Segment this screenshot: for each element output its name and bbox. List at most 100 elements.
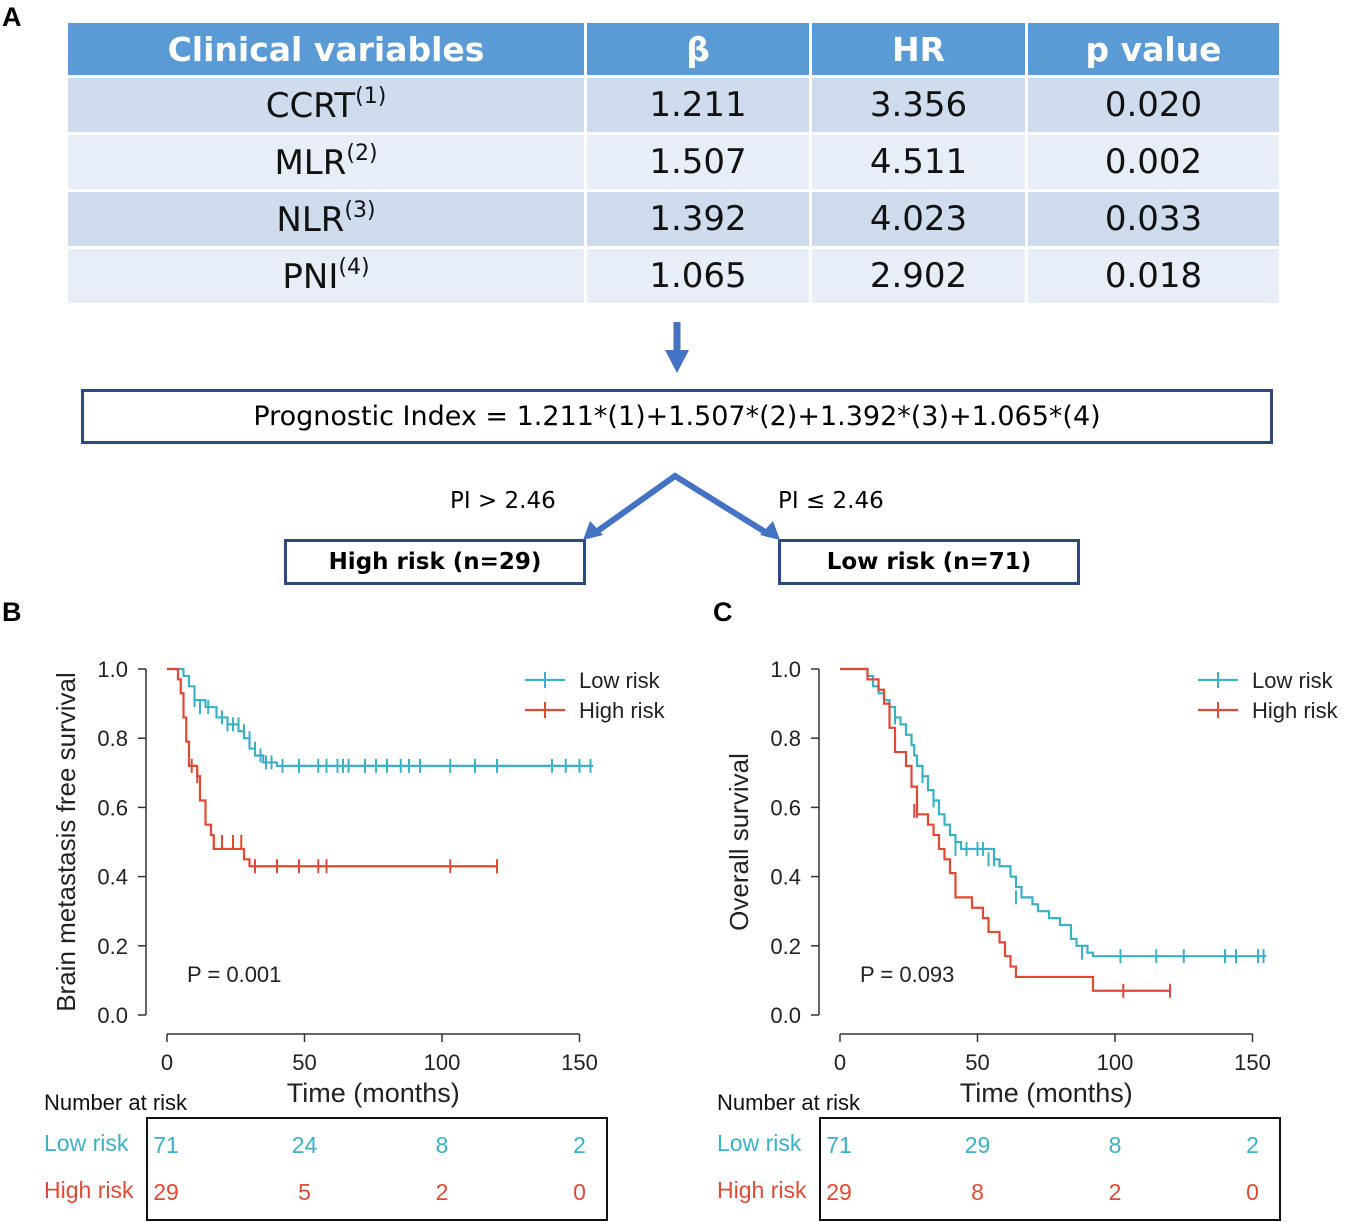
low-risk-survival-curve [840, 667, 1267, 958]
x-tick-label: 0 [161, 1050, 173, 1075]
clinical-variables-table: Clinical variables β HR p value CCRT(1) … [65, 20, 1282, 306]
y-tick-label: 0.8 [770, 726, 801, 751]
risk-count: 2 [573, 1132, 586, 1158]
risk-row-label-high: High risk [717, 1177, 807, 1203]
hr-cell: 3.356 [812, 78, 1025, 132]
variable-index: (3) [344, 198, 376, 223]
flow-arrows [583, 322, 780, 540]
table-header-row: Clinical variables β HR p value [68, 23, 1279, 75]
y-tick-label: 0.0 [97, 1003, 128, 1028]
series-high-risk [840, 667, 1171, 998]
variable-name-cell: MLR(2) [68, 135, 584, 189]
panel-label-a: A [2, 2, 22, 32]
low-risk-box: Low risk (n=71) [778, 539, 1080, 585]
risk-row-label-high: High risk [44, 1177, 134, 1203]
y-axis-label: Brain metastasis free survival [51, 672, 81, 1012]
low-risk-box-label: Low risk (n=71) [826, 549, 1032, 575]
y-tick-label: 0.4 [770, 865, 801, 890]
p-value-cell: 0.033 [1028, 192, 1279, 246]
hr-cell: 4.511 [812, 135, 1025, 189]
prognostic-index-formula-box: Prognostic Index = 1.211*(1)+1.507*(2)+1… [81, 389, 1273, 444]
variable-name: MLR [274, 143, 347, 183]
variable-name-cell: PNI(4) [68, 249, 584, 303]
risk-table-title: Number at risk [717, 1090, 861, 1115]
high-risk-box: High risk (n=29) [284, 539, 586, 585]
legend-label: Low risk [579, 668, 661, 693]
y-tick-label: 0.4 [97, 865, 128, 890]
x-tick-label: 100 [1097, 1050, 1134, 1075]
high-risk-survival-curve [840, 667, 1170, 992]
x-axis-label: Time (months) [287, 1078, 460, 1108]
variable-name: NLR [276, 200, 345, 240]
risk-row-label-low: Low risk [44, 1130, 129, 1156]
beta-cell: 1.065 [587, 249, 809, 303]
km-plot-overall-survival: 0.0 0.2 0.4 0.6 0.8 1.0 0 50 100 150 Time (months)… [717, 657, 1339, 1221]
split-arrow-lines [590, 472, 772, 538]
y-tick-label: 0.8 [97, 726, 128, 751]
p-value-annotation: P = 0.001 [187, 962, 281, 987]
beta-cell: 1.507 [587, 135, 809, 189]
risk-table-box [819, 1117, 1281, 1221]
prognostic-index-formula: Prognostic Index = 1.211*(1)+1.507*(2)+1… [253, 401, 1101, 432]
y-axis-label: Overall survival [724, 753, 754, 931]
risk-table-title: Number at risk [44, 1090, 188, 1115]
right-arrow-head [760, 521, 780, 540]
legend-high-risk: High risk [525, 698, 666, 723]
p-value-cell: 0.002 [1028, 135, 1279, 189]
risk-count: 2 [1109, 1179, 1122, 1205]
legend-label: High risk [579, 698, 666, 723]
table-row: PNI(4) 1.065 2.902 0.018 [68, 249, 1279, 303]
risk-count: 5 [298, 1179, 311, 1205]
variable-name: CCRT [265, 86, 356, 126]
legend-label: Low risk [1252, 668, 1334, 693]
risk-count: 2 [1246, 1132, 1259, 1158]
risk-count: 8 [971, 1179, 984, 1205]
x-tick-label: 50 [965, 1050, 989, 1075]
panel-label-b: B [2, 597, 22, 627]
risk-count: 29 [965, 1132, 991, 1158]
legend-low-risk: Low risk [1198, 668, 1334, 693]
variable-name-cell: NLR(3) [68, 192, 584, 246]
variable-name: PNI [282, 257, 339, 297]
variable-name-cell: CCRT(1) [68, 78, 584, 132]
table-row: MLR(2) 1.507 4.511 0.002 [68, 135, 1279, 189]
series-high-risk [167, 667, 498, 874]
x-tick-label: 100 [424, 1050, 461, 1075]
y-tick-label: 0.6 [770, 795, 801, 820]
beta-cell: 1.392 [587, 192, 809, 246]
down-arrow-head [665, 350, 689, 373]
y-tick-label: 0.2 [770, 934, 801, 959]
header-p-value: p value [1028, 23, 1279, 75]
legend-high-risk: High risk [1198, 698, 1339, 723]
risk-count: 29 [826, 1179, 852, 1205]
variable-index: (1) [355, 84, 387, 109]
y-tick-label: 0.0 [770, 1003, 801, 1028]
x-tick-label: 50 [292, 1050, 316, 1075]
hr-cell: 2.902 [812, 249, 1025, 303]
y-tick-label: 1.0 [770, 657, 801, 682]
high-risk-box-label: High risk (n=29) [328, 549, 542, 575]
high-risk-condition: PI > 2.46 [450, 488, 556, 514]
y-tick-label: 0.6 [97, 795, 128, 820]
risk-count: 29 [153, 1179, 179, 1205]
table-row: CCRT(1) 1.211 3.356 0.020 [68, 78, 1279, 132]
table-row: NLR(3) 1.392 4.023 0.033 [68, 192, 1279, 246]
p-value-annotation: P = 0.093 [860, 962, 954, 987]
high-risk-survival-curve [167, 667, 497, 868]
header-clinical-variables: Clinical variables [68, 23, 584, 75]
risk-count: 0 [1246, 1179, 1259, 1205]
risk-count: 2 [436, 1179, 449, 1205]
low-risk-condition: PI ≤ 2.46 [778, 488, 884, 514]
variable-index: (4) [338, 255, 370, 280]
legend-label: High risk [1252, 698, 1339, 723]
risk-count: 8 [1109, 1132, 1122, 1158]
series-low-risk [167, 667, 594, 773]
y-tick-label: 1.0 [97, 657, 128, 682]
risk-row-label-low: Low risk [717, 1130, 802, 1156]
risk-count: 8 [436, 1132, 449, 1158]
beta-cell: 1.211 [587, 78, 809, 132]
y-tick-label: 0.2 [97, 934, 128, 959]
p-value-cell: 0.020 [1028, 78, 1279, 132]
